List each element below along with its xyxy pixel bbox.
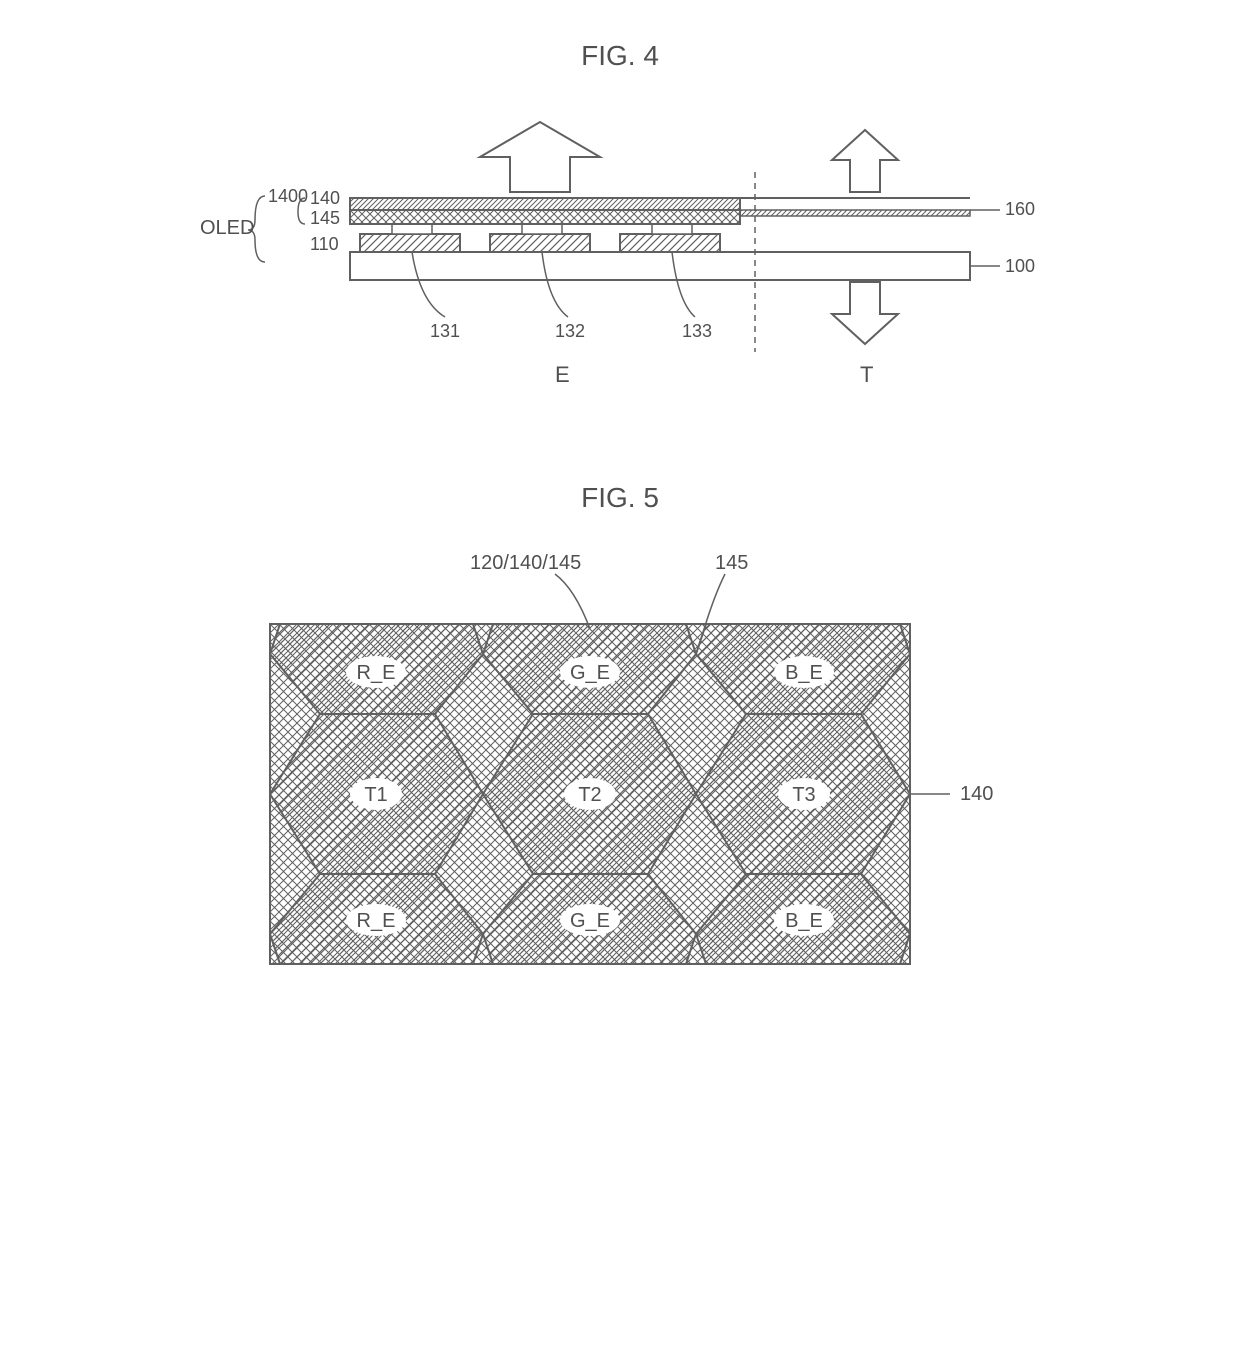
label-BE-top: B_E xyxy=(785,662,823,684)
fig5-title: FIG. 5 xyxy=(40,482,1200,514)
fig4-title: FIG. 4 xyxy=(40,40,1200,72)
label-133: 133 xyxy=(682,321,712,341)
label-GE-bot: G_E xyxy=(570,910,610,932)
fig5-svg: R_E G_E B_E T1 T2 T3 R_E G_E B_E xyxy=(170,544,1070,1004)
layer-131 xyxy=(392,224,432,234)
label-T: T xyxy=(860,362,873,387)
electrode-110-1 xyxy=(360,234,460,252)
label-160: 160 xyxy=(1005,199,1035,219)
arrow-down-T xyxy=(832,282,898,344)
label-BE-bot: B_E xyxy=(785,910,823,932)
label-110: 110 xyxy=(310,234,339,254)
label-oled: OLED xyxy=(200,217,254,239)
electrode-110-2 xyxy=(490,234,590,252)
label-100: 100 xyxy=(1005,256,1035,276)
label-1400: 1400 xyxy=(268,186,308,206)
fig4-svg: OLED 1400 140 145 110 160 100 131 132 13… xyxy=(170,102,1070,422)
label-145: 145 xyxy=(310,208,340,228)
arrow-up-T xyxy=(832,130,898,192)
label-T1: T1 xyxy=(364,784,387,806)
layer-145 xyxy=(350,210,740,224)
layer-140 xyxy=(350,198,740,210)
figure-4: FIG. 4 xyxy=(40,40,1200,422)
label-RE-bot: R_E xyxy=(357,910,396,932)
layer-100 xyxy=(350,252,970,280)
label-132: 132 xyxy=(555,321,585,341)
layer-133 xyxy=(652,224,692,234)
label-T3: T3 xyxy=(792,784,815,806)
label-E: E xyxy=(555,362,570,387)
label-GE-top: G_E xyxy=(570,662,610,684)
label-145-top: 145 xyxy=(715,552,748,574)
figure-5: FIG. 5 xyxy=(40,482,1200,1004)
electrode-110-3 xyxy=(620,234,720,252)
label-120-140-145: 120/140/145 xyxy=(470,552,581,574)
label-140: 140 xyxy=(310,188,340,208)
label-T2: T2 xyxy=(578,784,601,806)
layer-132 xyxy=(522,224,562,234)
layer-160-strip xyxy=(740,210,970,216)
arrow-up-E xyxy=(480,122,600,192)
label-RE-top: R_E xyxy=(357,662,396,684)
label-140-side: 140 xyxy=(960,783,993,805)
label-131: 131 xyxy=(430,321,460,341)
